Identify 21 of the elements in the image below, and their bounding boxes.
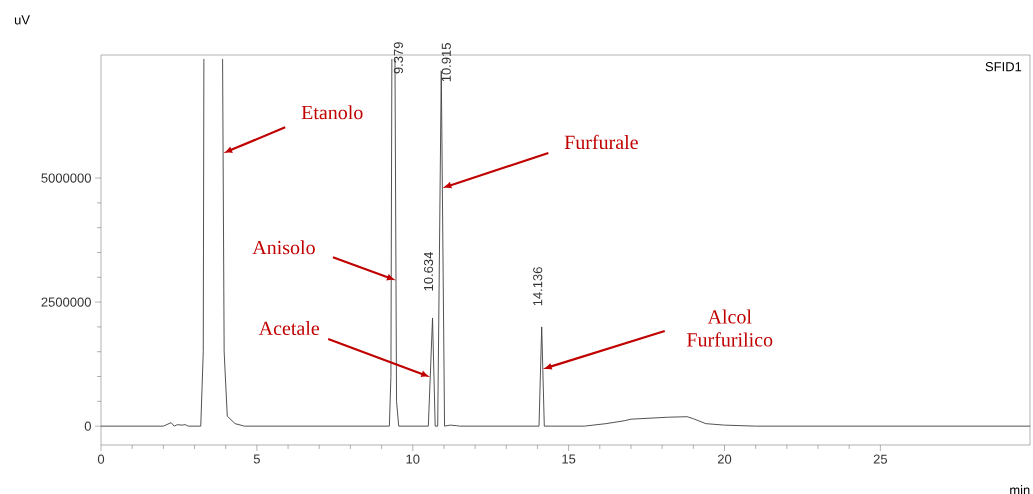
annotation: Acetale <box>258 320 320 336</box>
y-tick-label: 0 <box>84 421 91 431</box>
annotation: Etanolo <box>301 105 363 120</box>
x-tick-label: 0 <box>97 454 105 464</box>
annotation: Alcol Furfurilico <box>687 309 773 347</box>
y-tick-label: 5000000 <box>41 173 91 183</box>
annotation: SFID1 <box>985 62 1022 72</box>
x-tick-label: 25 <box>873 454 888 464</box>
annotation: 14.136 <box>533 267 543 306</box>
annotation: 10.915 <box>441 43 451 82</box>
x-tick-label: 5 <box>253 454 260 464</box>
annotation: 9.379 <box>393 42 403 74</box>
x-tick-label: 20 <box>717 454 732 464</box>
annotation: Furfurale <box>564 134 638 150</box>
y-axis-title: uV <box>14 15 30 25</box>
annotation: 10.634 <box>423 252 434 291</box>
y-tick-label: 2500000 <box>41 297 91 307</box>
annotation: Anisolo <box>252 240 315 255</box>
x-tick-label: 15 <box>562 454 576 464</box>
x-tick-label: 10 <box>406 454 420 464</box>
x-axis-title: min <box>1010 485 1030 494</box>
